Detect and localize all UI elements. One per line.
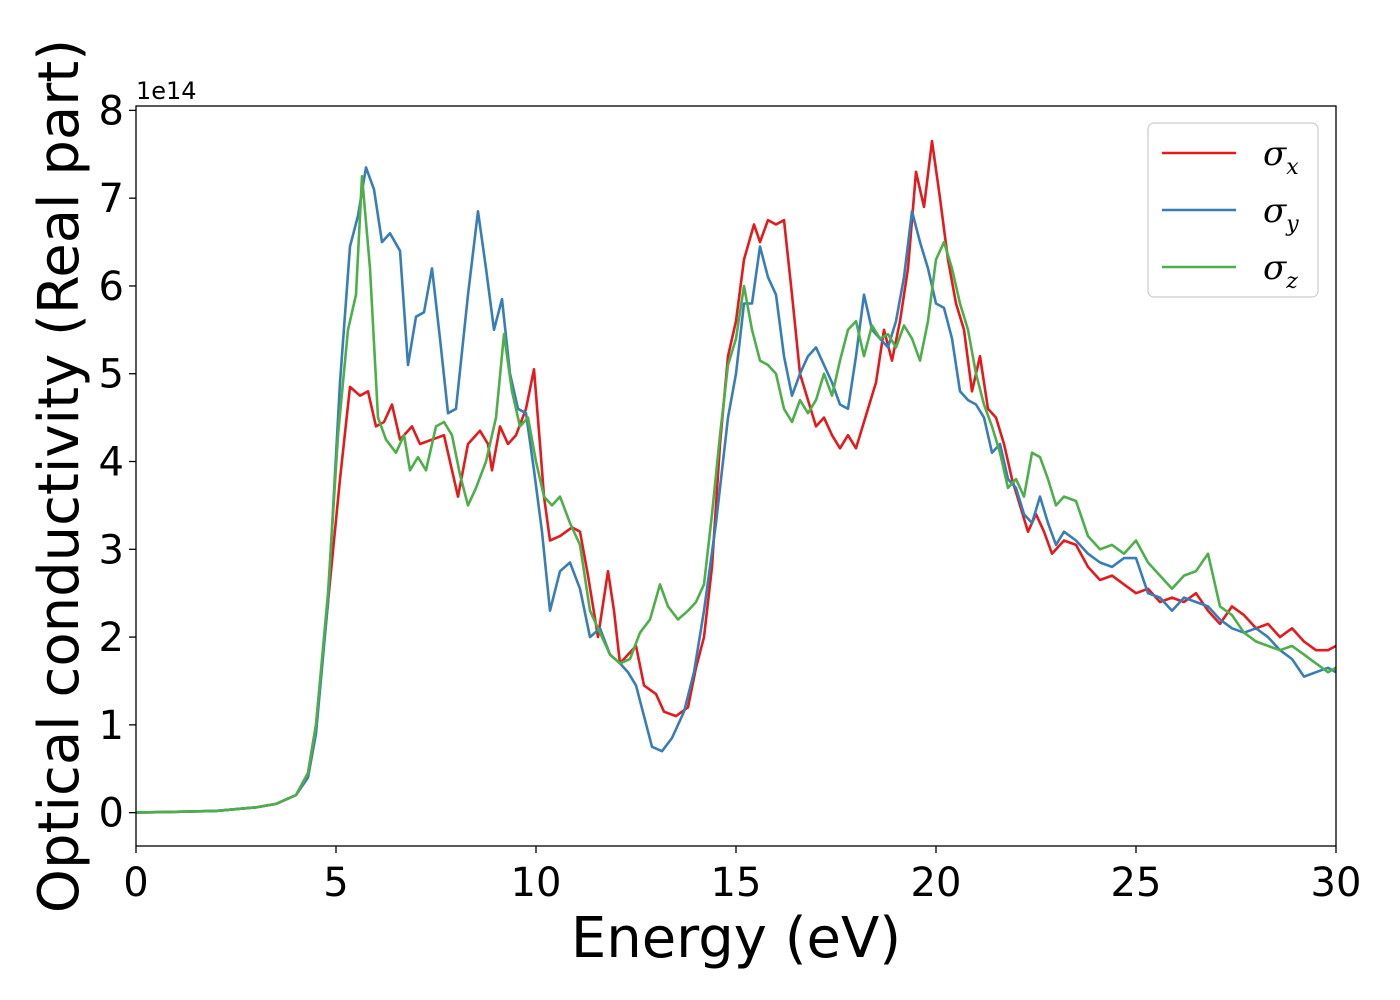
y-tick-label: 1 <box>99 703 124 749</box>
series-line-y <box>136 166 1336 814</box>
x-tick-label: 30 <box>1311 860 1362 906</box>
legend: σx σy σz <box>1147 122 1319 298</box>
legend-items: σx σy σz <box>1162 134 1299 294</box>
x-tick-label: 25 <box>1111 860 1162 906</box>
x-axis-label: Energy (eV) <box>571 906 901 971</box>
y-tick-label: 2 <box>99 615 124 661</box>
y-tick-label: 4 <box>99 440 124 486</box>
y-tick-label: 8 <box>99 88 124 134</box>
y-tick-label: 3 <box>99 527 124 573</box>
x-tick-label: 5 <box>323 860 348 906</box>
y-tick-label: 0 <box>99 791 124 837</box>
y-axis: 0 1 2 3 4 5 6 7 8 <box>99 88 136 837</box>
series-line-x <box>136 139 1336 814</box>
legend-label-x: σx <box>1263 134 1299 180</box>
x-tick-label: 10 <box>511 860 562 906</box>
y-tick-label: 6 <box>99 264 124 310</box>
series-line-z <box>136 174 1336 814</box>
plot-area <box>136 139 1336 814</box>
y-offset-label: 1e14 <box>136 77 197 105</box>
x-tick-label: 15 <box>711 860 762 906</box>
legend-label-y: σy <box>1263 191 1299 237</box>
y-axis-label: Optical conductivity (Real part) <box>27 39 92 913</box>
x-tick-label: 0 <box>123 860 148 906</box>
legend-label-z: σz <box>1263 248 1298 294</box>
y-tick-label: 7 <box>99 176 124 222</box>
y-tick-label: 5 <box>99 352 124 398</box>
x-axis: 0 5 10 15 20 25 30 <box>123 846 1361 906</box>
x-tick-label: 20 <box>911 860 962 906</box>
